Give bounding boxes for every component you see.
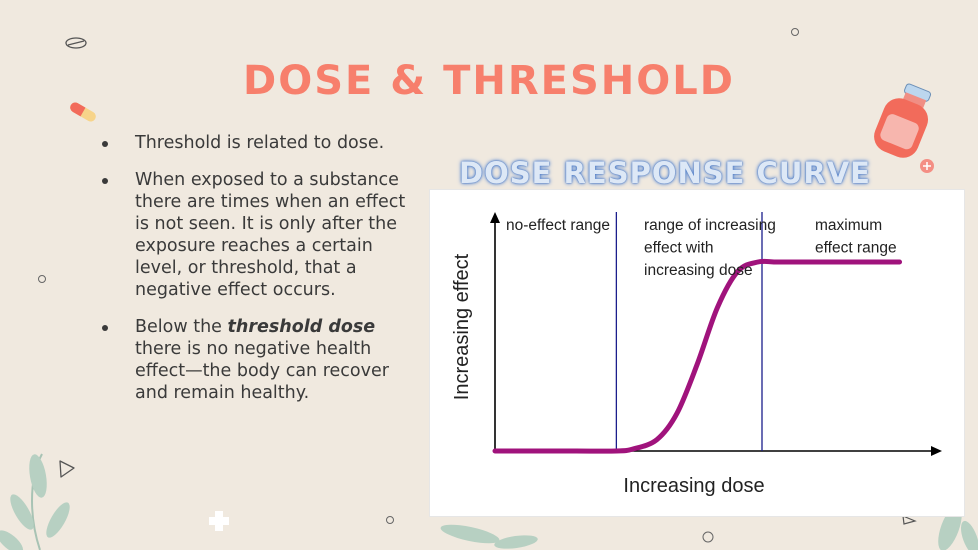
triangle-outline-icon — [59, 460, 75, 478]
bullet-text-suffix: there is no negative health effect—the b… — [135, 339, 389, 403]
dose-response-curve — [492, 258, 903, 454]
y-axis-arrow — [490, 212, 500, 223]
leaf-decoration-left — [0, 453, 70, 550]
chart-svg: no-effect range range of increasing effect… — [451, 212, 942, 497]
small-circle-icon — [702, 531, 714, 543]
white-cross-icon — [209, 511, 229, 531]
bullet-item: Threshold is related to dose. — [100, 132, 420, 154]
bullet-item: Below the threshold dose there is no neg… — [100, 316, 420, 404]
bullet-list: Threshold is related to dose. When expos… — [100, 132, 420, 419]
leaf-decoration-bottom — [440, 524, 538, 549]
chart-heading: DOSE RESPONSE CURVE — [459, 156, 871, 190]
small-circle-icon — [386, 516, 394, 524]
medicine-bottle-icon — [874, 83, 932, 158]
bullet-text: Threshold is related to dose. — [135, 133, 385, 153]
plus-badge-icon — [920, 159, 934, 173]
dose-response-chart: no-effect range range of increasing effect… — [429, 189, 965, 517]
bullet-text: When exposed to a substance there are ti… — [135, 170, 406, 300]
region-label: maximum — [815, 217, 882, 234]
bullet-item: When exposed to a substance there are ti… — [100, 169, 420, 301]
small-circle-icon — [38, 275, 46, 283]
capsule-icon — [70, 102, 96, 122]
bullet-emphasis: threshold dose — [227, 317, 376, 337]
x-axis-arrow — [931, 446, 942, 456]
y-axis-label: Increasing effect — [451, 253, 473, 400]
slide-title: DOSE & THRESHOLD — [243, 58, 735, 104]
region-label: increasing dose — [644, 262, 753, 279]
x-axis-label: Increasing dose — [623, 475, 764, 497]
region-label: effect with — [644, 240, 714, 257]
region-label: no-effect range — [506, 217, 610, 234]
pill-outline-icon — [65, 37, 87, 49]
triangle-outline-icon — [902, 515, 917, 525]
region-label: range of increasing — [644, 217, 776, 234]
small-circle-icon — [791, 28, 799, 36]
bullet-text-prefix: Below the — [135, 317, 228, 337]
region-label: effect range — [815, 240, 897, 257]
